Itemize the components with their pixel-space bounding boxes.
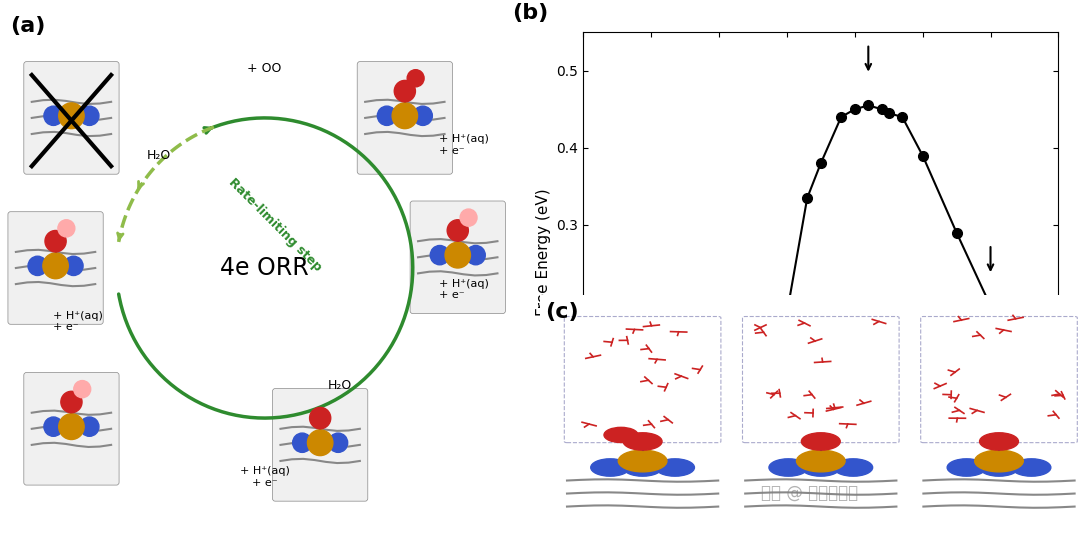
Point: [982, 302, 999, 310]
Circle shape: [45, 230, 66, 252]
Circle shape: [1012, 459, 1051, 476]
Circle shape: [623, 459, 662, 476]
Circle shape: [467, 245, 485, 265]
Text: (c): (c): [545, 302, 579, 322]
Circle shape: [80, 417, 99, 436]
X-axis label: d*-OH₂ - d*-OO (Å): d*-OH₂ - d*-OO (Å): [750, 496, 892, 513]
Point: [676, 444, 693, 453]
Circle shape: [58, 414, 84, 440]
Circle shape: [58, 220, 75, 237]
Circle shape: [980, 433, 1018, 450]
Point: [948, 228, 966, 237]
Point: [731, 398, 748, 407]
Circle shape: [46, 256, 65, 276]
Circle shape: [73, 381, 91, 398]
Circle shape: [414, 106, 432, 125]
FancyBboxPatch shape: [400, 235, 886, 536]
Circle shape: [310, 407, 330, 429]
Point: [874, 105, 891, 114]
Circle shape: [44, 417, 63, 436]
Text: (b): (b): [512, 3, 549, 24]
Circle shape: [58, 103, 84, 129]
Circle shape: [28, 256, 48, 276]
Circle shape: [797, 450, 845, 472]
FancyBboxPatch shape: [756, 235, 1080, 536]
Point: [711, 441, 728, 449]
FancyBboxPatch shape: [8, 212, 104, 324]
Circle shape: [801, 433, 840, 450]
Point: [914, 151, 931, 160]
Text: H₂O: H₂O: [147, 149, 171, 162]
Point: [765, 313, 782, 322]
Point: [893, 113, 910, 121]
Circle shape: [623, 433, 662, 450]
FancyBboxPatch shape: [578, 235, 1064, 536]
Circle shape: [377, 106, 396, 125]
Text: + H⁺(aq)
+ e⁻: + H⁺(aq) + e⁻: [53, 311, 103, 332]
Point: [643, 452, 660, 460]
Circle shape: [64, 256, 83, 276]
Circle shape: [80, 106, 99, 125]
Y-axis label: Free Energy (eV): Free Energy (eV): [536, 188, 551, 316]
Point: [846, 105, 863, 114]
Circle shape: [395, 106, 415, 125]
Point: [656, 448, 673, 457]
FancyBboxPatch shape: [24, 62, 119, 174]
Circle shape: [43, 253, 68, 279]
Point: [860, 101, 877, 110]
Circle shape: [328, 433, 348, 452]
Circle shape: [293, 433, 312, 452]
Circle shape: [947, 459, 986, 476]
FancyBboxPatch shape: [272, 389, 368, 501]
Circle shape: [62, 106, 81, 125]
Circle shape: [591, 459, 630, 476]
Circle shape: [44, 106, 63, 125]
Circle shape: [311, 433, 329, 452]
Text: + OO: + OO: [247, 62, 282, 75]
Circle shape: [430, 245, 449, 265]
Point: [833, 113, 850, 121]
Circle shape: [604, 427, 638, 443]
Circle shape: [60, 391, 82, 413]
Circle shape: [801, 459, 840, 476]
Circle shape: [394, 80, 416, 102]
Text: 4e ORR: 4e ORR: [220, 256, 309, 280]
Text: H₂O: H₂O: [328, 379, 352, 392]
Point: [779, 309, 796, 318]
Circle shape: [62, 417, 81, 436]
Text: + H⁺(aq)
+ e⁻: + H⁺(aq) + e⁻: [440, 134, 489, 155]
Circle shape: [619, 450, 667, 472]
Point: [880, 109, 897, 117]
Point: [798, 193, 815, 202]
FancyBboxPatch shape: [24, 373, 119, 485]
Circle shape: [308, 430, 333, 456]
Circle shape: [975, 450, 1024, 472]
Circle shape: [980, 459, 1018, 476]
Circle shape: [392, 103, 418, 129]
Text: + H⁺(aq)
+ e⁻: + H⁺(aq) + e⁻: [240, 466, 289, 488]
Circle shape: [407, 70, 424, 87]
Circle shape: [834, 459, 873, 476]
FancyBboxPatch shape: [410, 201, 505, 314]
Circle shape: [448, 245, 468, 265]
Text: Rate-limiting step: Rate-limiting step: [226, 176, 324, 274]
Circle shape: [447, 220, 469, 241]
Point: [744, 390, 761, 399]
Text: 知乎 @ 测试云平台: 知乎 @ 测试云平台: [761, 483, 859, 502]
Text: (a): (a): [11, 16, 46, 36]
Circle shape: [460, 209, 477, 226]
Circle shape: [656, 459, 694, 476]
Point: [812, 159, 829, 168]
Text: + H⁺(aq)
+ e⁻: + H⁺(aq) + e⁻: [440, 279, 489, 300]
FancyBboxPatch shape: [357, 62, 453, 174]
Circle shape: [769, 459, 808, 476]
Circle shape: [445, 242, 471, 268]
